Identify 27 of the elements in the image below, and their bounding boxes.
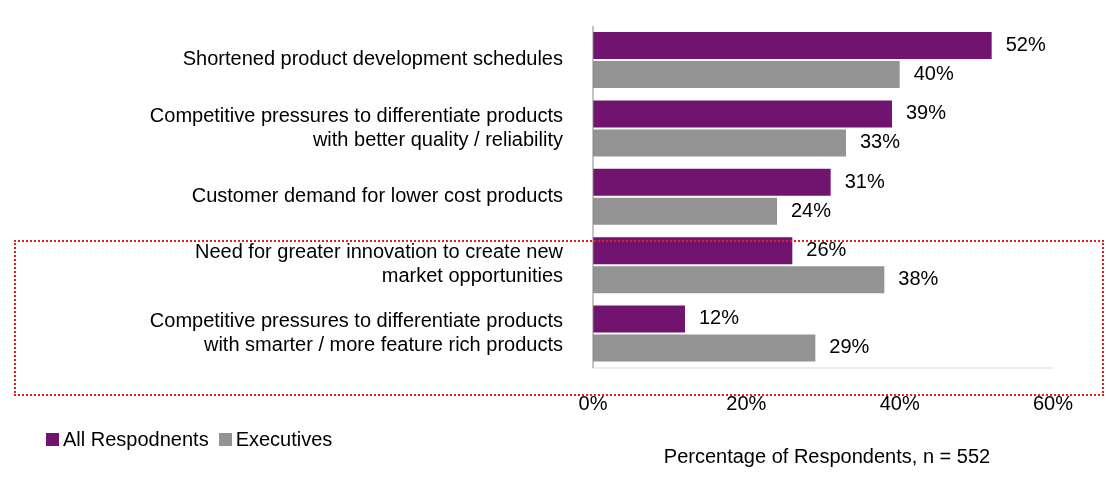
data-label: 39% — [906, 101, 947, 124]
x-tick-label: 40% — [879, 392, 920, 415]
data-label: 26% — [806, 237, 847, 260]
legend-label: All Respodnents — [62, 428, 209, 451]
data-label: 52% — [1005, 32, 1046, 55]
data-label: 40% — [913, 61, 954, 84]
x-tick-label: 0% — [578, 392, 608, 415]
data-label: 38% — [898, 266, 939, 289]
bar — [593, 100, 892, 128]
data-label: 12% — [699, 306, 740, 329]
y-tick-label: Competitive pressures to differentiate products with better quality / reliability — [149, 103, 563, 150]
bar — [593, 32, 992, 59]
legend-label: Executives — [234, 428, 333, 451]
y-tick-label: Competitive pressures to differentiate products with smarter / more feature rich products — [149, 309, 563, 356]
data-label: 33% — [860, 130, 901, 153]
data-label: 29% — [829, 335, 870, 358]
x-tick-label: 20% — [726, 392, 767, 415]
bar — [593, 305, 685, 333]
y-tick-label: Customer demand for lower cost products — [191, 184, 563, 207]
data-label: 31% — [844, 169, 885, 192]
data-label: 24% — [791, 198, 832, 221]
y-tick-label: Need for greater innovation to create new market opportunities — [195, 240, 564, 287]
bar — [593, 168, 831, 196]
x-tick-label: 60% — [1032, 392, 1074, 415]
bar — [593, 237, 793, 265]
x-axis-title: Percentage of Respondents, n = 552 — [662, 445, 992, 468]
y-tick-label: Shortened product development schedules — [182, 47, 563, 70]
